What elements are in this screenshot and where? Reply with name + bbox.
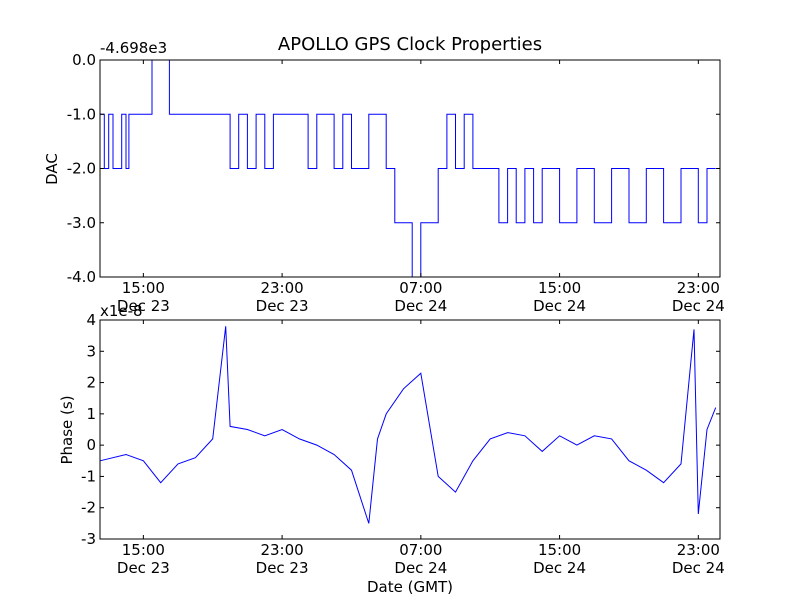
- dac-x-tick-time: 23:00: [677, 279, 720, 297]
- dac-x-tick-date: Dec 24: [672, 297, 725, 315]
- phase-series: [99, 326, 717, 524]
- chart-title: APOLLO GPS Clock Properties: [278, 34, 542, 55]
- phase-x-tick-time: 15:00: [538, 541, 581, 559]
- dac-series: [100, 59, 716, 278]
- dac-x-tick-time: 23:00: [260, 279, 303, 297]
- phase-y-tick-label: 2: [86, 374, 96, 392]
- phase-y-ticks: 4 3 2 1 0 -1 -2 -3: [81, 311, 720, 548]
- dac-x-tick-time: 15:00: [538, 279, 581, 297]
- dac-y-tick-label: -1.0: [67, 105, 96, 123]
- phase-axes-frame: [99, 319, 721, 540]
- dac-x-tick-date: Dec 24: [394, 297, 447, 315]
- phase-x-tick-date: Dec 23: [117, 559, 170, 577]
- phase-y-tick-label: -2: [81, 499, 96, 517]
- phase-y-axis-label: Phase (s): [58, 395, 76, 464]
- dac-x-tick-date: Dec 24: [533, 297, 586, 315]
- dac-data-line: [100, 59, 716, 278]
- phase-data-line: [99, 326, 717, 524]
- phase-x-tick-time: 23:00: [677, 541, 720, 559]
- dac-y-tick-label: -3.0: [67, 214, 96, 232]
- phase-x-tick-time: 07:00: [399, 541, 442, 559]
- phase-y-tick-label: 0: [86, 436, 96, 454]
- dac-x-tick-date: Dec 23: [117, 297, 170, 315]
- phase-x-tick-date: Dec 24: [533, 559, 586, 577]
- dac-y-ticks: 0.0 -1.0 -2.0 -3.0 -4.0: [67, 51, 720, 286]
- dac-offset-label: -4.698e3: [100, 39, 167, 57]
- phase-y-tick-label: -1: [81, 467, 96, 485]
- phase-y-tick-label: 1: [86, 405, 96, 423]
- dac-y-tick-label: 0.0: [72, 51, 96, 69]
- phase-y-tick-label: 3: [86, 342, 96, 360]
- dac-x-tick-time: 15:00: [122, 279, 165, 297]
- phase-y-tick-label: -3: [81, 530, 96, 548]
- phase-x-tick-date: Dec 23: [256, 559, 309, 577]
- phase-x-tick-time: 15:00: [122, 541, 165, 559]
- phase-x-axis-label: Date (GMT): [367, 578, 453, 596]
- phase-x-tick-date: Dec 24: [672, 559, 725, 577]
- phase-x-tick-date: Dec 24: [394, 559, 447, 577]
- dac-x-tick-time: 07:00: [399, 279, 442, 297]
- phase-offset-label: x1e-8: [100, 302, 143, 320]
- phase-y-tick-label: 4: [86, 311, 96, 329]
- dac-y-tick-label: -4.0: [67, 268, 96, 286]
- dac-y-tick-label: -2.0: [67, 160, 96, 178]
- phase-x-tick-time: 23:00: [260, 541, 303, 559]
- dac-y-axis-label: DAC: [43, 153, 61, 185]
- dac-x-tick-date: Dec 23: [256, 297, 309, 315]
